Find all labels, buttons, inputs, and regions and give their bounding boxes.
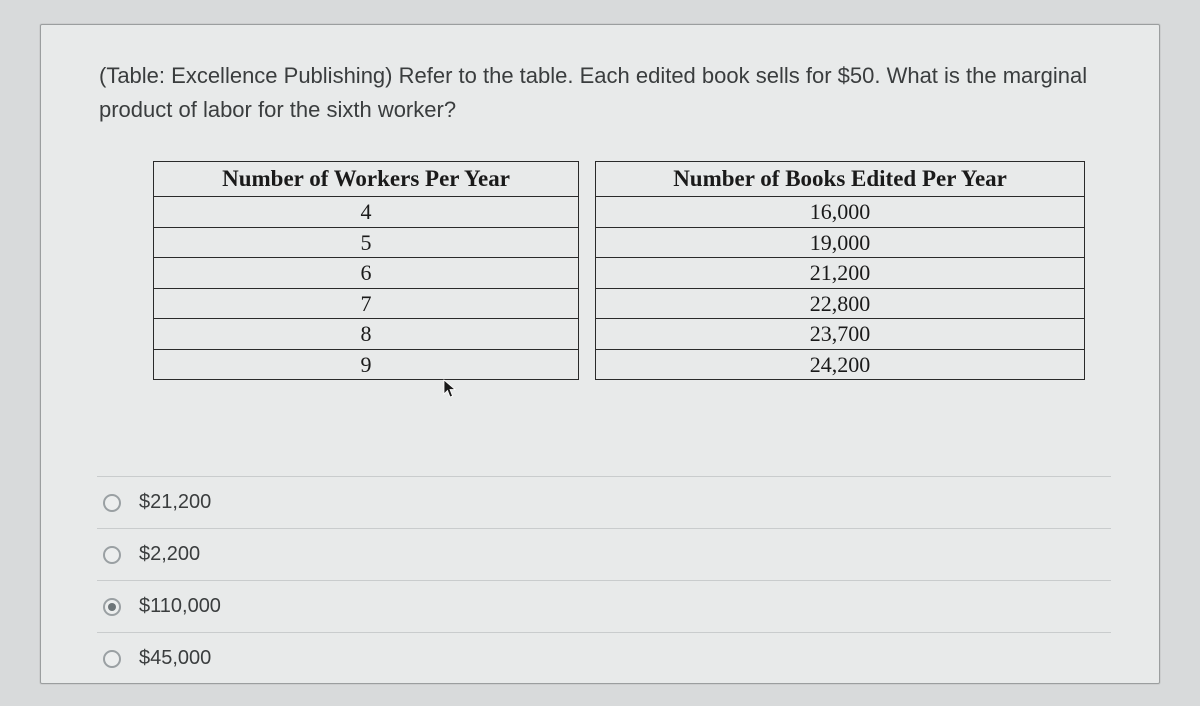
- table-row: 5 19,000: [153, 228, 1085, 259]
- table-row: 9 24,200: [153, 350, 1085, 381]
- option-c[interactable]: $110,000: [97, 580, 1111, 632]
- table-row: 8 23,700: [153, 319, 1085, 350]
- cell-workers: 4: [153, 197, 579, 228]
- question-text: (Table: Excellence Publishing) Refer to …: [99, 59, 1111, 127]
- option-b[interactable]: $2,200: [97, 528, 1111, 580]
- option-label: $110,000: [139, 595, 221, 618]
- cell-books: 16,000: [595, 197, 1085, 228]
- option-label: $2,200: [139, 543, 200, 566]
- data-table: Number of Workers Per Year Number of Boo…: [137, 161, 1101, 380]
- table-row: 7 22,800: [153, 289, 1085, 320]
- col-header-books: Number of Books Edited Per Year: [595, 161, 1085, 197]
- option-label: $21,200: [139, 491, 211, 514]
- table-body: 4 16,000 5 19,000 6 21,200 7 22,800 8: [153, 197, 1085, 380]
- radio-icon[interactable]: [103, 650, 121, 668]
- radio-icon[interactable]: [103, 546, 121, 564]
- option-d[interactable]: $45,000: [97, 632, 1111, 685]
- cell-books: 22,800: [595, 289, 1085, 320]
- table-row: 4 16,000: [153, 197, 1085, 228]
- radio-icon[interactable]: [103, 598, 121, 616]
- cell-workers: 8: [153, 319, 579, 350]
- cursor-icon: [443, 379, 457, 399]
- cell-workers: 7: [153, 289, 579, 320]
- option-a[interactable]: $21,200: [97, 476, 1111, 528]
- cell-books: 21,200: [595, 258, 1085, 289]
- answer-options: $21,200 $2,200 $110,000 $45,000: [97, 476, 1111, 685]
- data-table-wrap: Number of Workers Per Year Number of Boo…: [137, 161, 1101, 380]
- cell-workers: 9: [153, 350, 579, 381]
- option-label: $45,000: [139, 647, 211, 670]
- cell-books: 24,200: [595, 350, 1085, 381]
- question-card: (Table: Excellence Publishing) Refer to …: [40, 24, 1160, 684]
- cell-workers: 6: [153, 258, 579, 289]
- cell-books: 19,000: [595, 228, 1085, 259]
- col-header-workers: Number of Workers Per Year: [153, 161, 579, 197]
- radio-icon[interactable]: [103, 494, 121, 512]
- cell-books: 23,700: [595, 319, 1085, 350]
- table-row: 6 21,200: [153, 258, 1085, 289]
- cell-workers: 5: [153, 228, 579, 259]
